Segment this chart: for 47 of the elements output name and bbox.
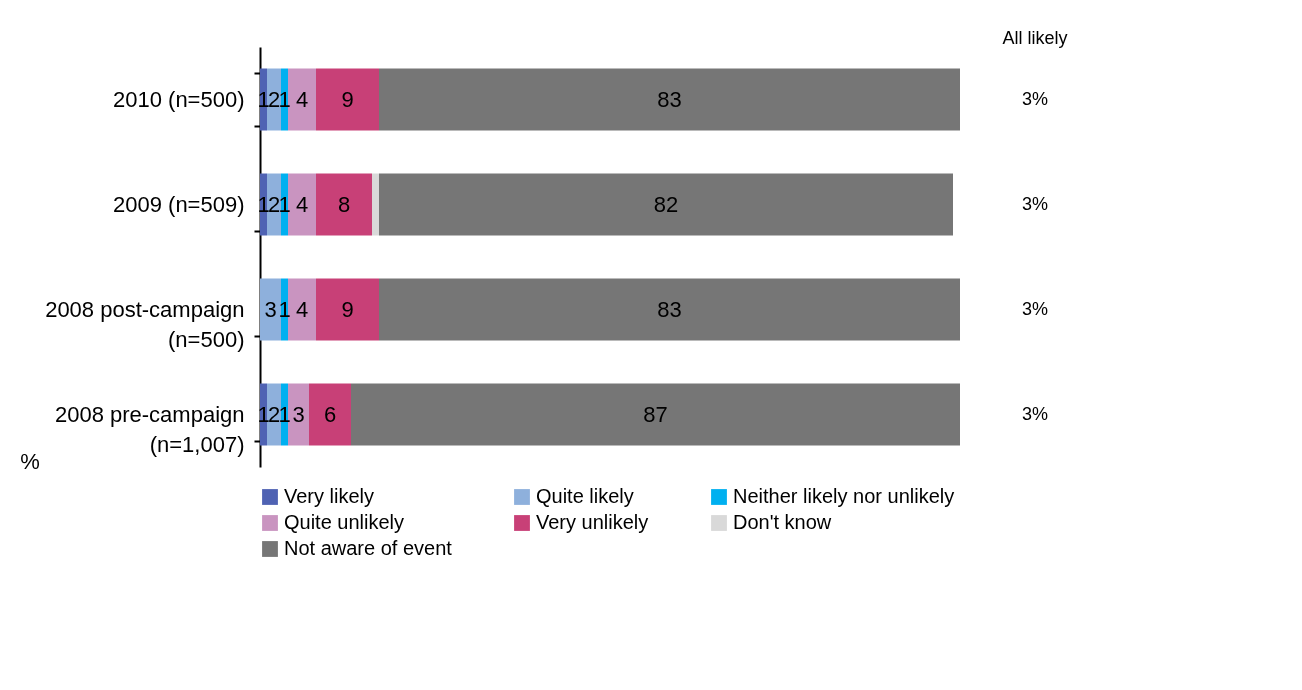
data-label: 4 <box>295 296 309 322</box>
data-label: 1 <box>257 191 270 217</box>
y-tick-label: 2009 (n=509) <box>113 192 245 217</box>
text: All likely <box>1002 28 1068 48</box>
data-label: 82 <box>653 191 679 217</box>
bar <box>351 383 960 446</box>
data-label: 1 <box>257 86 270 112</box>
legend-label: Don't know <box>733 511 832 533</box>
legend-label: Quite unlikely <box>284 511 405 533</box>
data-label: 3 <box>292 401 305 427</box>
y-tick-label: 2010 (n=500) <box>113 87 245 112</box>
data-label: 6 <box>323 401 337 427</box>
bar <box>316 68 379 131</box>
data-label: 9 <box>341 86 354 112</box>
data-label: 3 <box>264 296 277 322</box>
data-label: 4 <box>295 191 309 217</box>
bar <box>288 383 309 446</box>
bar <box>379 173 953 236</box>
text: 3% <box>1021 88 1049 109</box>
data-label: 83 <box>657 296 682 322</box>
data-label: 8 <box>337 191 351 217</box>
bar <box>379 68 960 131</box>
legend-label: Quite likely <box>536 485 634 507</box>
legend-label: Very likely <box>284 485 375 507</box>
data-label: 1 <box>257 401 270 427</box>
bar <box>288 278 316 341</box>
legend-label: Neither likely nor unlikely <box>733 485 955 507</box>
y-tick-label: 2008 post-campaign (n=500) <box>45 297 245 352</box>
bar <box>372 173 379 236</box>
text: % <box>20 449 40 474</box>
data-label: 83 <box>657 86 682 112</box>
data-label: 4 <box>295 86 309 112</box>
bar <box>316 173 372 236</box>
bar <box>288 173 316 236</box>
bar <box>309 383 351 446</box>
y-tick-label: 2008 pre-campaign (n=1,007) <box>54 402 245 457</box>
bar <box>316 278 379 341</box>
bar <box>260 278 281 341</box>
text: 3% <box>1021 298 1049 319</box>
data-label: 9 <box>341 296 354 322</box>
legend-label: Very unlikely <box>536 511 649 533</box>
legend-label: Not aware of event <box>284 537 453 559</box>
text: 3% <box>1021 403 1049 424</box>
bar <box>379 278 960 341</box>
bar <box>288 68 316 131</box>
data-label: 87 <box>643 401 668 427</box>
text: 3% <box>1021 193 1049 214</box>
